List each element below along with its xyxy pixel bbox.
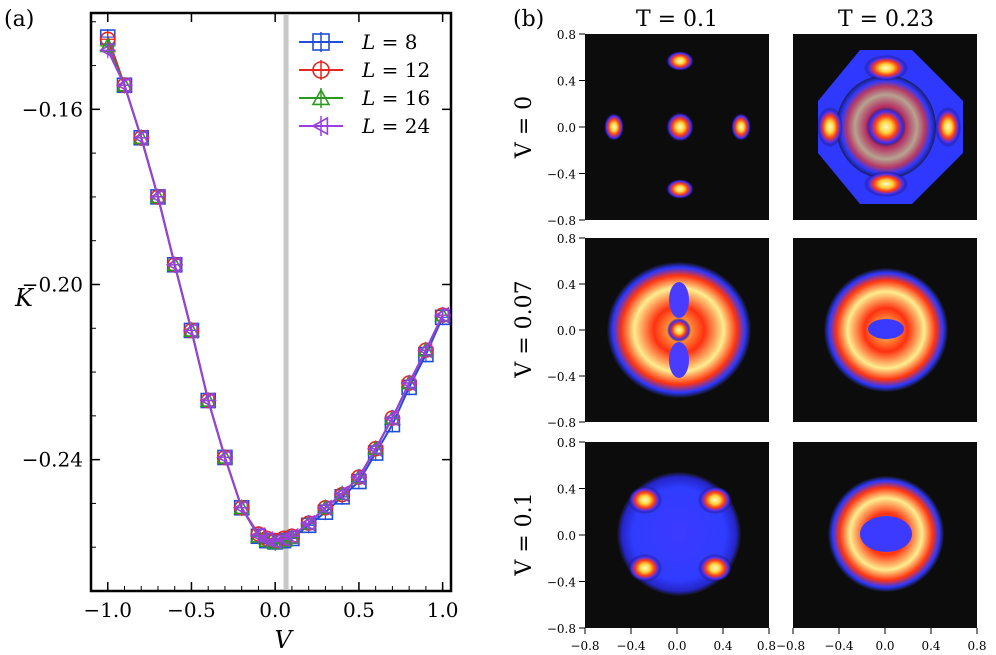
heat-x-tick-label: −0.8 <box>570 639 599 653</box>
series-line <box>106 36 444 543</box>
heat-x-tick-label: 0.0 <box>667 639 686 653</box>
legend-item: L = 12 <box>299 58 430 82</box>
x-tick-label: 0.5 <box>343 598 375 622</box>
heat-x-tick-label: 0.8−0.8 <box>757 639 805 653</box>
series-layer <box>99 29 451 551</box>
heat-x-tick-label: 0.4 <box>921 639 940 653</box>
legend-item: L = 24 <box>299 114 430 138</box>
marker-triangle-left <box>433 306 450 324</box>
legend-item: L = 8 <box>299 30 417 54</box>
legend-label: L = 12 <box>361 58 430 82</box>
heat-y-tick-label: 0.8 <box>557 28 576 42</box>
y-axis-label: K <box>14 284 35 312</box>
marker-circle <box>312 61 330 79</box>
marker-triangle <box>311 88 331 106</box>
heat-y-tick-label: −0.4 <box>547 576 577 590</box>
heat-y-tick-label: −0.8 <box>547 214 576 228</box>
axis-ticks: −1.0 −0.5 0.0 0.5 1.0 −0.16 −0.20 −0.24 <box>22 13 459 622</box>
marker-triangle-left <box>233 499 249 517</box>
heat-y-tick-label: −0.4 <box>547 370 577 384</box>
heat-y-tick-label: 0.0 <box>557 121 576 135</box>
marker-triangle-left <box>417 341 433 359</box>
heat-y-tick-label: 0.0 <box>557 324 576 338</box>
heat-x-tick-label: 0.0 <box>875 639 894 653</box>
y-tick-label: −0.24 <box>22 448 83 472</box>
marker-triangle-left <box>99 41 115 59</box>
row-title-V-0.07: V = 0.07 <box>512 280 537 378</box>
x-axis-label: V <box>274 626 294 654</box>
heat-y-tick-label: 0.8 <box>557 436 576 450</box>
heatmap-V0.07-T0.1 <box>585 238 769 422</box>
line-plot: −1.0 −0.5 0.0 0.5 1.0 −0.16 −0.20 −0.24 V K L =… <box>14 11 459 654</box>
x-tick-label: −0.5 <box>167 598 216 622</box>
heatmap-V0.07-T0.23 <box>793 238 977 422</box>
heatmap-V0.1-T0.23 <box>793 442 977 628</box>
heatmap-grid: T = 0.1 T = 0.23 V = 0 V = 0.07 V = 0.1 <box>512 7 987 653</box>
panel-b-label: (b) <box>513 7 544 32</box>
heat-y-tick-label: 0.4 <box>557 278 576 292</box>
heat-y-tick-label: −0.8 <box>547 416 576 430</box>
legend-item: L = 16 <box>299 86 430 110</box>
heat-x-tick-label: −0.4 <box>616 639 646 653</box>
legend-label: L = 24 <box>361 114 430 138</box>
marker-triangle-left <box>350 468 366 486</box>
heat-y-tick-label: 0.4 <box>557 75 576 89</box>
heat-y-tick-label: 0.8 <box>557 232 576 246</box>
legend: L = 8 L = 12 L = 16 L = 24 <box>299 30 430 138</box>
marker-triangle-left <box>383 409 399 427</box>
marker-triangle-left <box>216 449 232 466</box>
marker-triangle-left <box>249 527 265 544</box>
y-tick-label: −0.16 <box>22 97 83 121</box>
marker-square <box>312 33 330 51</box>
row-title-V-0.1: V = 0.1 <box>512 492 537 576</box>
marker-triangle-left <box>199 392 215 409</box>
marker-triangle-left <box>132 129 148 147</box>
heatmap-ticks: 0.8 0.4 0.0 −0.4 −0.8 0.8 0.4 0.0 −0.4 −0.8 0.8 0.4… <box>547 28 987 653</box>
marker-triangle-left <box>400 374 416 392</box>
heat-y-tick-label: 0.4 <box>557 483 576 497</box>
heat-x-tick-label: −0.4 <box>824 639 854 653</box>
legend-label: L = 16 <box>361 86 430 110</box>
heatmap-V0-T0.23 <box>793 34 977 220</box>
marker-triangle-left <box>166 256 182 274</box>
heat-y-tick-label: −0.4 <box>547 168 577 182</box>
transition-band <box>283 14 289 590</box>
row-title-V-0: V = 0 <box>512 96 537 159</box>
marker-triangle-left <box>300 514 316 532</box>
heat-x-tick-label: 0.4 <box>713 639 732 653</box>
x-tick-label: −1.0 <box>83 598 132 622</box>
col-title-T-0.23: T = 0.23 <box>838 7 934 32</box>
heat-x-tick-label: 0.8 <box>967 639 986 653</box>
legend-label: L = 8 <box>361 30 417 54</box>
y-tick-label: −0.20 <box>22 272 83 296</box>
marker-triangle-left <box>367 440 383 458</box>
marker-triangle-left <box>316 499 332 517</box>
x-tick-label: 1.0 <box>427 598 459 622</box>
series-L-24 <box>99 41 451 550</box>
shaded-band <box>283 14 289 590</box>
panel-a-label: (a) <box>4 7 34 32</box>
marker-triangle-left <box>311 116 329 136</box>
x-tick-label: 0.0 <box>259 598 291 622</box>
heatmap-V0.1-T0.1 <box>585 442 769 628</box>
marker-triangle-left <box>149 188 165 206</box>
col-title-T-0.1: T = 0.1 <box>636 7 718 32</box>
marker-triangle-left <box>333 485 349 503</box>
heat-y-tick-label: −0.8 <box>547 622 576 636</box>
heat-y-tick-label: 0.0 <box>557 529 576 543</box>
marker-triangle-left <box>283 527 299 545</box>
marker-triangle-left <box>182 322 198 339</box>
marker-triangle-left <box>115 76 131 94</box>
plot-frame <box>89 11 453 593</box>
heatmap-V0-T0.1 <box>585 34 769 220</box>
